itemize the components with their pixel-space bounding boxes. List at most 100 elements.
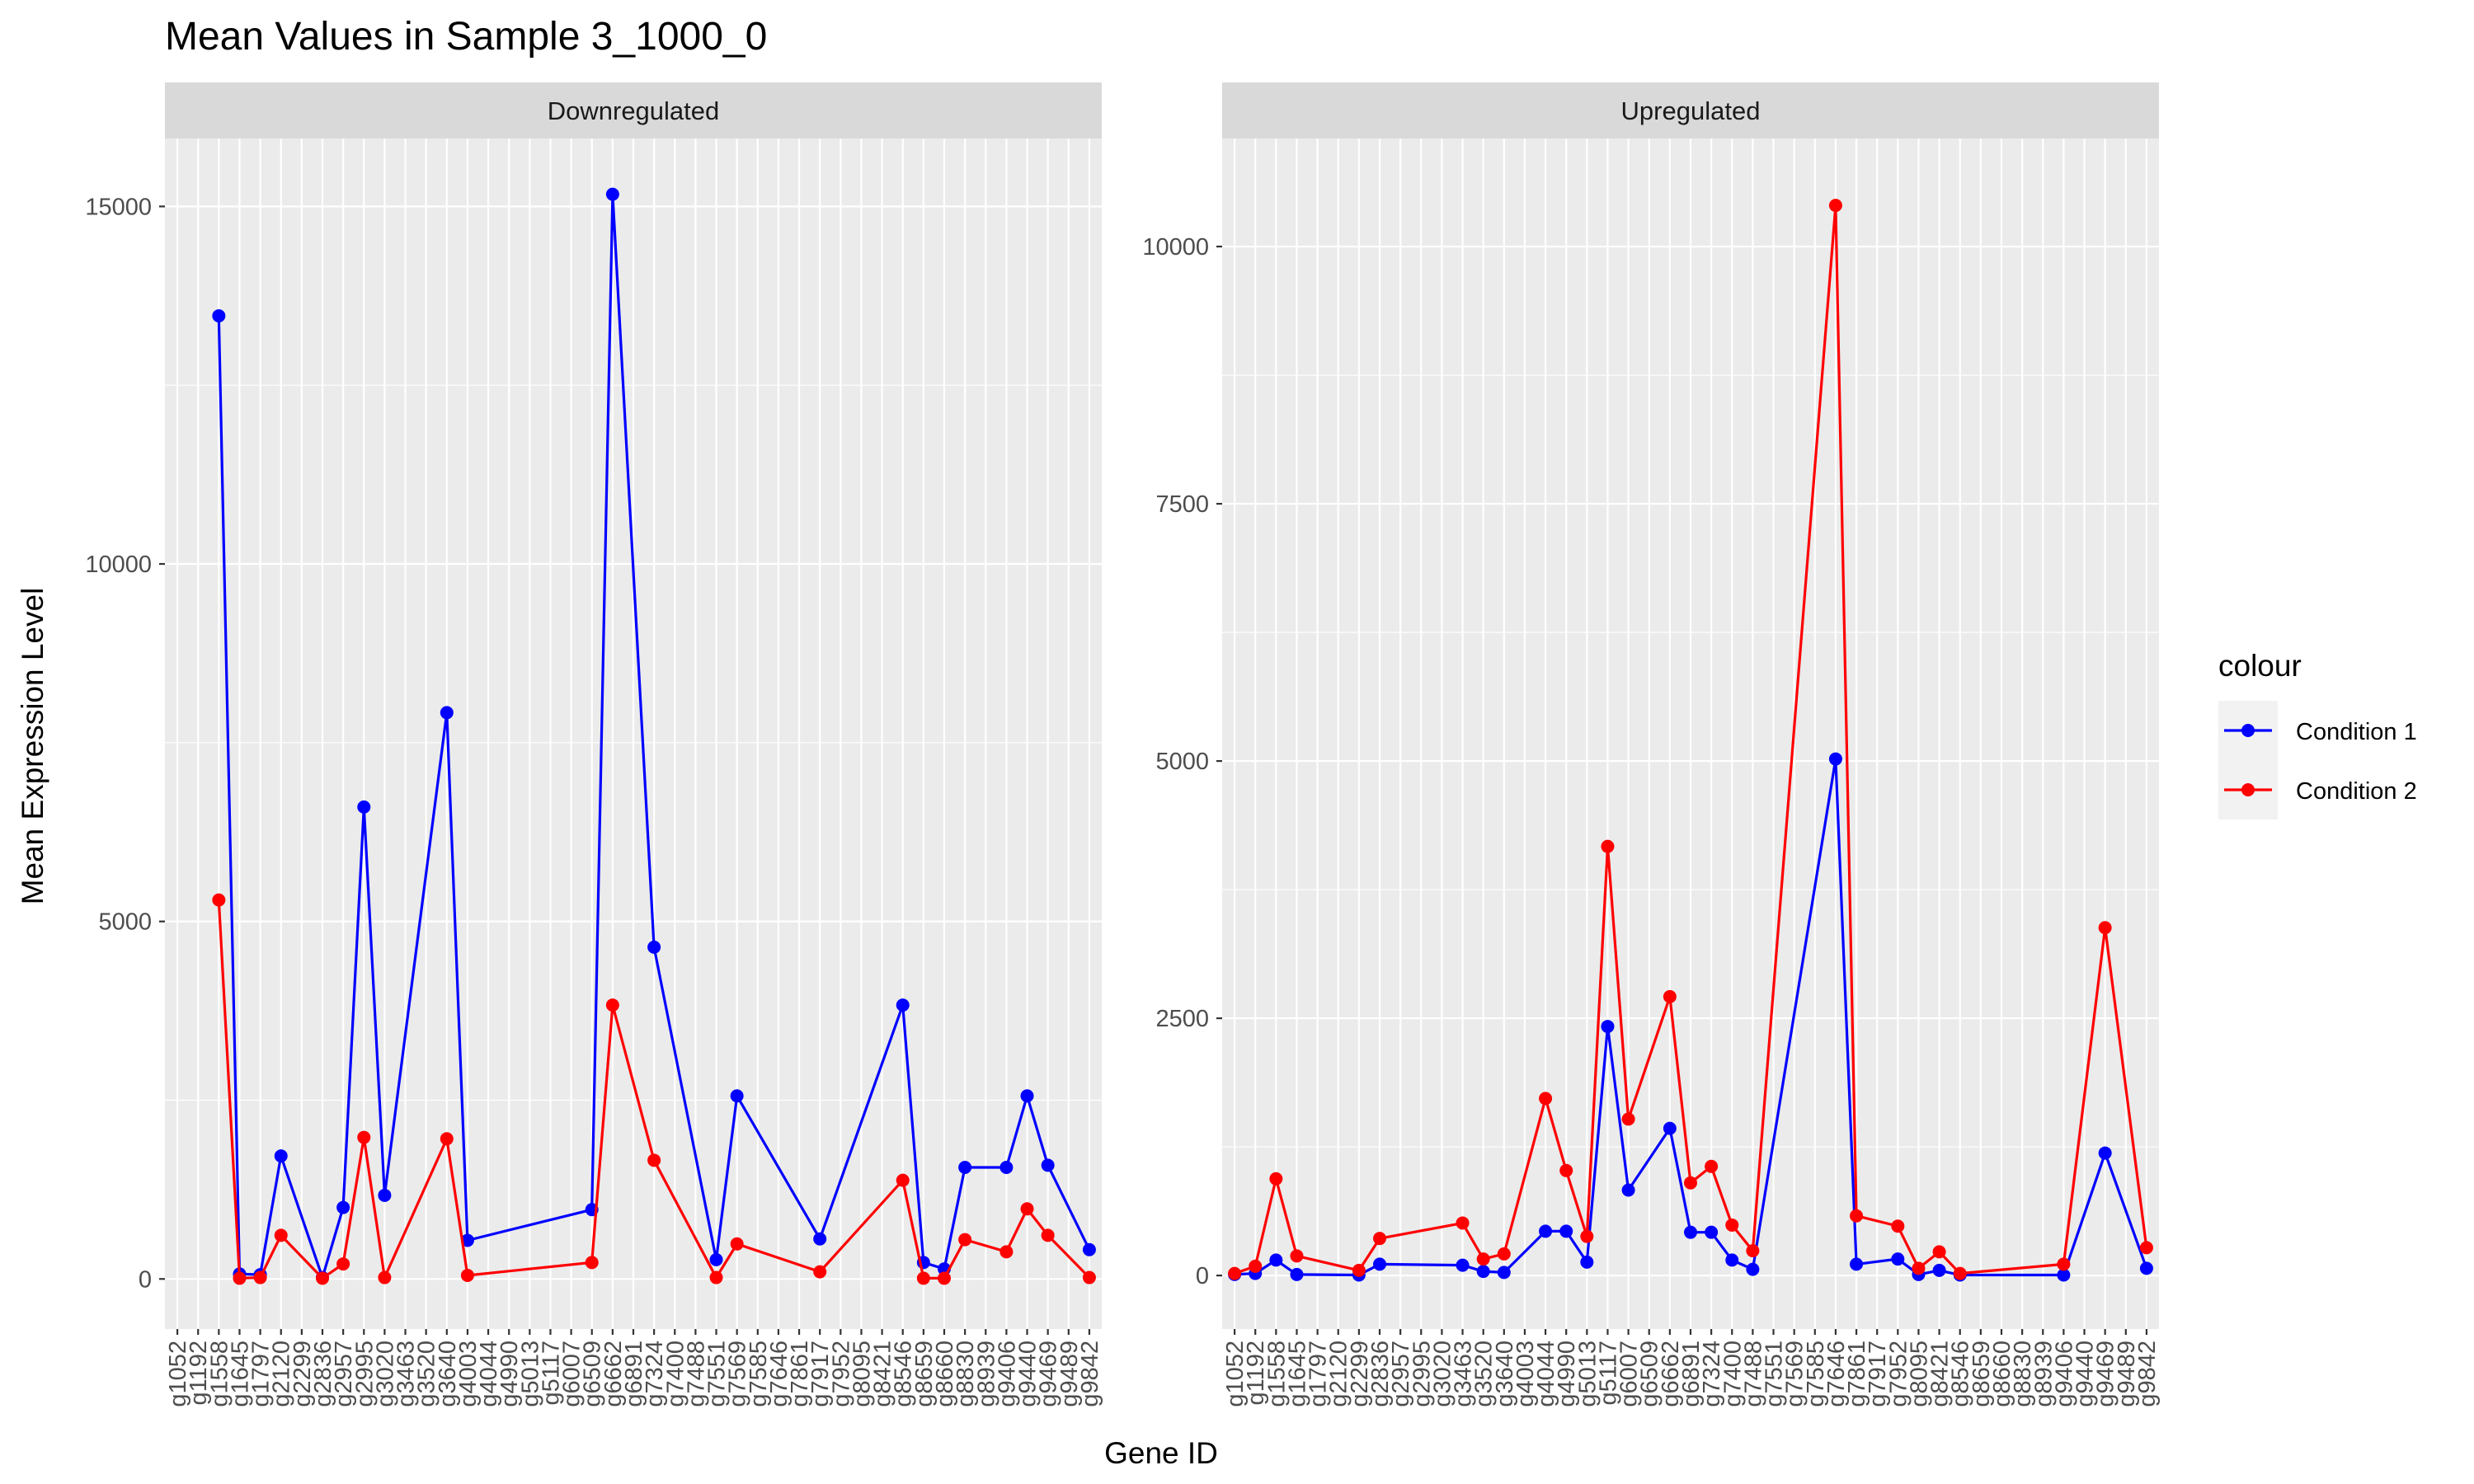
x-tick-label: g7861 <box>787 1341 813 1407</box>
x-tick-label: g9489 <box>2114 1341 2140 1407</box>
facet-strip-label: Downregulated <box>548 96 720 125</box>
x-tick-label: g6509 <box>580 1341 606 1407</box>
data-point <box>1269 1253 1283 1267</box>
facet-panel-upregulated: Upregulated025005000750010000g1052g1192g… <box>1142 82 2161 1407</box>
data-point <box>1850 1257 1864 1271</box>
data-point <box>1476 1252 1490 1266</box>
data-point <box>1373 1232 1387 1246</box>
data-point <box>1539 1224 1553 1238</box>
data-point <box>378 1270 392 1284</box>
y-tick-label: 5000 <box>1155 749 1209 775</box>
x-tick-label: g3520 <box>414 1341 440 1407</box>
x-tick-label: g8546 <box>891 1341 917 1407</box>
data-point <box>1621 1112 1635 1126</box>
x-tick-label: g1192 <box>1243 1341 1269 1406</box>
x-tick-label: g2120 <box>1326 1341 1352 1407</box>
legend-key-point <box>2241 783 2255 796</box>
x-tick-label: g9489 <box>1056 1341 1083 1407</box>
x-tick-label: g8830 <box>2010 1341 2036 1407</box>
x-tick-label: g8095 <box>1906 1341 1932 1407</box>
data-point <box>999 1160 1014 1174</box>
data-point <box>2057 1268 2071 1282</box>
x-tick-label: g2299 <box>1347 1341 1373 1407</box>
y-tick-label: 7500 <box>1155 491 1209 518</box>
data-point <box>1891 1219 1905 1233</box>
series-line <box>1235 758 2148 1277</box>
x-tick-label: g7569 <box>725 1341 751 1407</box>
x-tick-label: g3020 <box>1429 1341 1456 1407</box>
data-point <box>1497 1247 1511 1261</box>
series-line <box>1234 204 2148 1275</box>
x-tick-label: g9469 <box>2093 1341 2119 1407</box>
data-point <box>2057 1257 2071 1271</box>
data-point <box>1497 1266 1511 1280</box>
x-tick-label: g8660 <box>932 1341 958 1407</box>
x-tick-label: g1645 <box>1284 1341 1310 1407</box>
data-point <box>813 1265 827 1279</box>
data-point <box>1705 1159 1719 1173</box>
data-point <box>709 1270 723 1284</box>
x-tick-label: g6007 <box>559 1341 586 1407</box>
data-point <box>378 1188 392 1202</box>
data-point <box>1290 1267 1304 1281</box>
x-tick-label: g4044 <box>1533 1341 1559 1407</box>
facet-strip <box>165 82 1102 139</box>
data-point <box>1912 1261 1926 1275</box>
data-point <box>647 1153 661 1167</box>
data-point <box>1041 1158 1055 1172</box>
x-tick-label: g7585 <box>745 1341 772 1407</box>
data-point <box>1601 839 1615 853</box>
x-tick-label: g3463 <box>393 1341 420 1407</box>
x-tick-label: g2836 <box>1367 1341 1394 1407</box>
x-tick-label: g9469 <box>1036 1341 1062 1407</box>
x-tick-label: g8659 <box>911 1341 938 1407</box>
x-tick-label: g4003 <box>455 1341 482 1407</box>
data-point <box>1850 1209 1864 1223</box>
y-axis-title: Mean Expression Level <box>16 588 49 905</box>
data-point <box>896 998 910 1012</box>
x-tick-label: g5117 <box>538 1341 564 1406</box>
chart-title: Mean Values in Sample 3_1000_0 <box>165 15 767 59</box>
x-tick-label: g8095 <box>849 1341 875 1407</box>
data-point <box>460 1268 474 1282</box>
facet-strip <box>1222 82 2159 139</box>
x-tick-label: g7400 <box>662 1341 689 1407</box>
x-tick-label: g5013 <box>517 1341 543 1407</box>
data-point <box>2098 921 2112 935</box>
x-tick-label: g5013 <box>1574 1341 1601 1407</box>
data-point <box>212 309 226 323</box>
x-tick-label: g1052 <box>1222 1341 1249 1407</box>
x-tick-label: g7952 <box>828 1341 854 1407</box>
x-tick-label: g7324 <box>642 1341 668 1407</box>
y-tick-label: 10000 <box>85 552 152 578</box>
data-point <box>1290 1249 1304 1263</box>
x-tick-label: g7488 <box>1740 1341 1766 1407</box>
y-tick-label: 10000 <box>1142 234 1209 261</box>
data-point <box>2098 1146 2112 1160</box>
series-condition-2 <box>1228 199 2153 1280</box>
x-tick-label: g4990 <box>496 1341 523 1407</box>
data-point <box>274 1149 288 1163</box>
x-tick-label: g7952 <box>1885 1341 1912 1407</box>
series-line <box>217 899 1091 1283</box>
x-tick-label: g8939 <box>2030 1341 2057 1407</box>
x-tick-label: g9406 <box>2051 1341 2077 1407</box>
data-point <box>2139 1261 2153 1275</box>
data-point <box>2139 1241 2153 1255</box>
data-point <box>1352 1263 1366 1277</box>
data-point <box>1020 1089 1034 1103</box>
x-tick-label: g9842 <box>2134 1341 2161 1407</box>
x-tick-label: g7551 <box>1761 1341 1788 1407</box>
x-tick-label: g7917 <box>807 1341 834 1407</box>
series-line <box>217 194 1091 1282</box>
data-point <box>1932 1263 1946 1277</box>
legend: colour Condition 1 Condition 2 <box>2218 649 2417 819</box>
data-point <box>896 1173 910 1187</box>
x-tick-label: g7917 <box>1865 1341 1891 1407</box>
x-tick-label: g4990 <box>1554 1341 1580 1407</box>
x-tick-label: g8660 <box>1989 1341 2015 1407</box>
y-tick-label: 2500 <box>1155 1006 1209 1032</box>
x-tick-label: g1052 <box>165 1341 191 1407</box>
x-tick-label: g3463 <box>1451 1341 1477 1407</box>
x-tick-label: g6891 <box>1678 1341 1705 1407</box>
